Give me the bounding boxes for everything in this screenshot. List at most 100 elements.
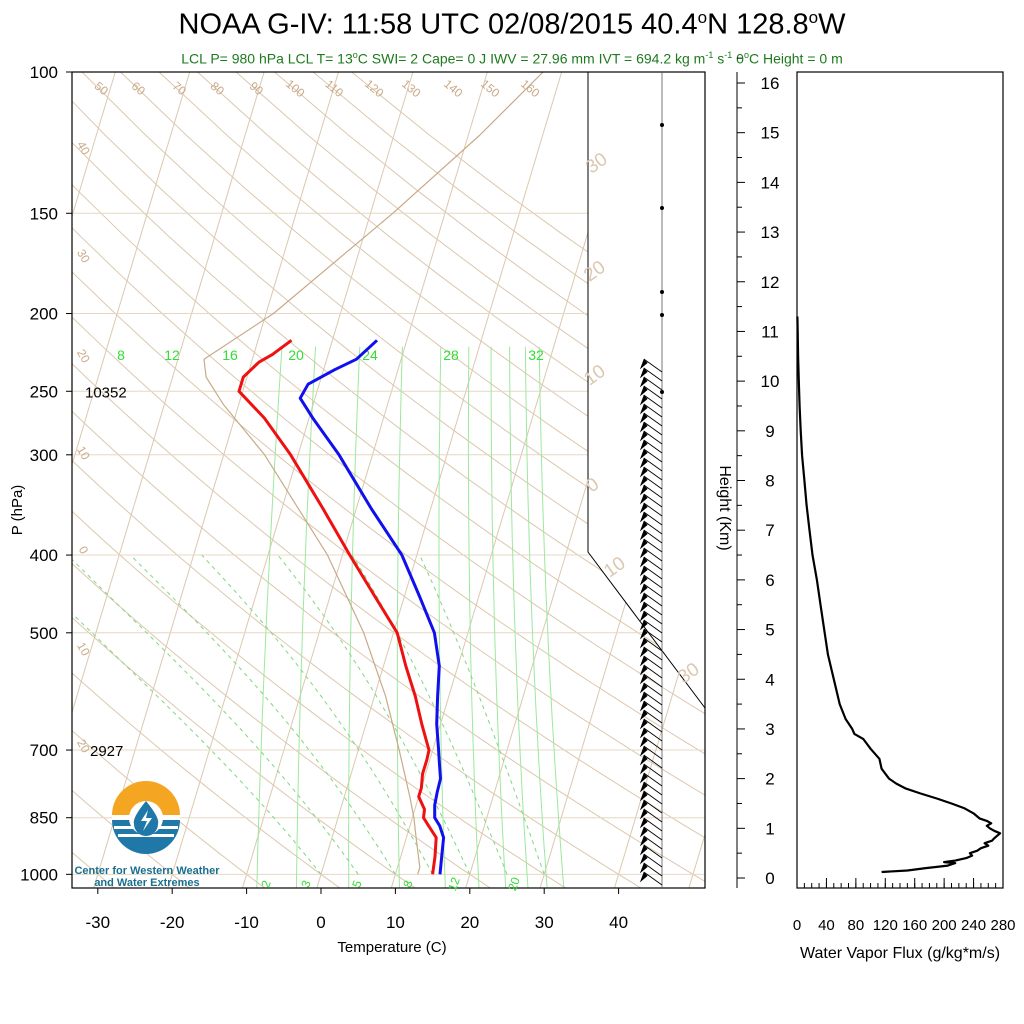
wind-barb [643,817,663,832]
wind-barb [643,466,663,481]
isotherm-line [93,72,339,888]
wind-barb [643,403,663,418]
height-tick-label: 13 [761,223,780,242]
height-tick-label: 2 [765,770,774,789]
wind-flag [639,719,648,730]
wind-barb [643,844,663,859]
flux-x-tick-label: 0 [793,917,801,934]
isotherm-label: 30 [74,247,93,266]
height-tick-label: 3 [765,720,774,739]
wind-flag [639,575,648,586]
wind-barb [643,655,663,670]
dry-adiabat-line [158,72,705,494]
mixing-ratio-line [490,346,507,888]
flux-frame [796,71,1004,889]
wind-flag [639,845,648,856]
dry-adiabat-line [72,729,265,888]
height-tick-label: 11 [761,322,779,341]
wind-barb [643,583,663,598]
dry-adiabat-label: 150 [478,77,503,101]
wind-barb [643,421,663,436]
height-tick-label: 14 [761,173,780,192]
dry-adiabat-line [72,510,566,888]
dry-adiabat-line [72,362,705,839]
wind-flag [639,512,648,523]
flux-x-tick-label: 240 [961,917,986,934]
isotherm-line [72,72,265,715]
wind-barb [643,439,663,454]
dry-adiabat-line [72,789,190,888]
dry-adiabat-line [72,226,705,715]
wind-barb [643,493,663,508]
wind-flag [639,386,648,397]
dry-adiabat-line [72,410,705,883]
x-tick-label: -20 [160,913,185,932]
wind-barb [643,574,663,589]
wind-barb [643,727,663,742]
y-axis-label: P (hPa) [9,485,26,536]
wind-flag [639,638,648,649]
wind-flag [639,665,648,676]
isotherm-label: 20 [74,737,93,756]
wind-flag [639,773,648,784]
wind-barb [643,799,663,814]
x-tick-label: -30 [86,913,111,932]
wind-barb [643,412,663,427]
wind-barb [643,763,663,778]
wind-barb [643,691,663,706]
moist-adiabat-line [201,554,434,875]
dry-adiabat-label: 70 [170,79,189,99]
wind-barb [643,385,663,400]
wind-barb [643,529,663,544]
wind-flag [639,629,648,640]
mixing-ratio-label: 20 [505,875,523,893]
wind-barb [643,610,663,625]
dry-adiabat-line [0,72,39,888]
wind-barb [643,556,663,571]
mixing-ratio-line [538,346,565,888]
mixing-ratio-label: 28 [443,347,459,363]
dry-adiabat-label: 130 [399,77,424,101]
wind-flag [639,800,648,811]
wind-flag [639,683,648,694]
wind-flag [639,413,648,424]
wind-flag [639,431,648,442]
dry-adiabat-line [72,459,642,888]
wind-barb [643,628,663,643]
y-tick-label: 300 [30,446,58,465]
flux-axis-label: Water Vapor Flux (g/kg*m/s) [800,945,1000,962]
isotherm-line [763,72,1008,888]
wind-barb [643,637,663,652]
wind-barb [643,700,663,715]
mixing-ratio-label: 5 [349,878,365,889]
wind-barb [643,358,663,373]
x-tick-label: 0 [316,913,325,932]
wind-flag [639,476,648,487]
x-tick-label: 40 [609,913,628,932]
cw3e-logo [112,781,180,854]
wind-barb [643,682,663,697]
dry-adiabat-line [72,183,705,676]
wind-flag [639,656,648,667]
wind-barb [643,754,663,769]
isotherm-line [72,72,191,467]
wind-point [660,390,664,394]
wind-barb [643,772,663,787]
height-tick-label: 12 [761,273,780,292]
wind-barb [643,646,663,661]
mixing-ratio-line [295,346,316,888]
wind-barb [643,826,663,841]
wind-barb [643,511,663,526]
mixing-ratio-line [438,346,446,888]
wind-barb [643,475,663,490]
height-tick-label: 7 [765,521,774,540]
isotherm-label: 10 [74,444,93,463]
wind-flag [639,647,648,658]
wind-barb [643,538,663,553]
isotherm-line [167,72,414,888]
wind-point [660,290,664,294]
wind-point [660,206,664,210]
height-tick-label: 10 [761,372,780,391]
wind-flag [639,404,648,415]
flux-x-tick-label: 120 [873,917,898,934]
